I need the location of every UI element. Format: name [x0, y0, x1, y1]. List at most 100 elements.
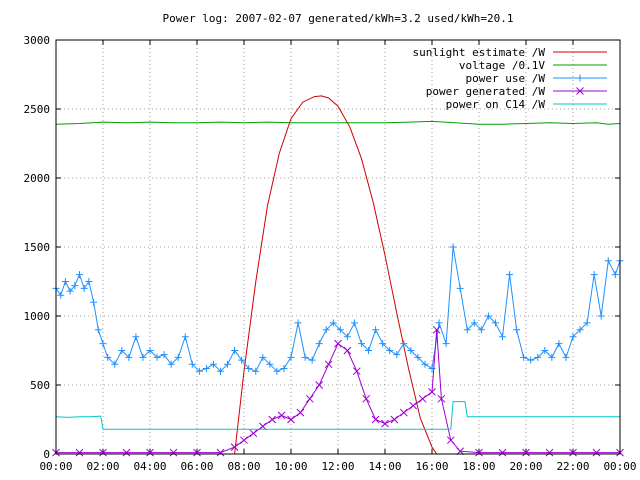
- data-point: [463, 326, 471, 334]
- data-point: [99, 448, 107, 457]
- data-point: [259, 353, 267, 361]
- data-point: [456, 284, 464, 292]
- data-point: [160, 351, 168, 359]
- data-point: [393, 351, 401, 359]
- x-tick-label: 20:00: [509, 460, 542, 473]
- data-point: [491, 319, 499, 327]
- data-point: [224, 360, 232, 368]
- data-point: [240, 436, 248, 445]
- data-point: [193, 448, 201, 457]
- x-tick-label: 08:00: [227, 460, 260, 473]
- x-tick-label: 10:00: [274, 460, 307, 473]
- data-point: [209, 360, 217, 368]
- data-point: [381, 419, 389, 428]
- legend-item: sunlight estimate /W: [413, 46, 607, 59]
- data-point: [386, 347, 394, 354]
- data-point: [484, 312, 492, 320]
- data-point: [350, 319, 358, 327]
- x-tick-label: 04:00: [133, 460, 166, 473]
- data-point: [75, 448, 84, 457]
- x-tick-label: 16:00: [415, 460, 448, 473]
- data-point: [428, 364, 436, 372]
- x-tick-label: 18:00: [462, 460, 495, 473]
- data-point: [188, 360, 196, 368]
- data-point: [336, 326, 344, 334]
- data-point: [94, 326, 102, 334]
- data-point: [343, 333, 351, 341]
- legend-label: power use /W: [466, 72, 546, 85]
- data-point: [435, 319, 443, 327]
- data-point: [334, 339, 342, 348]
- data-point: [308, 356, 316, 364]
- data-point: [407, 347, 415, 354]
- x-tick-label: 00:00: [39, 460, 72, 473]
- series-2: [55, 120, 621, 125]
- data-point: [399, 408, 408, 417]
- data-point: [475, 448, 483, 457]
- data-point: [146, 347, 154, 354]
- data-point: [122, 448, 131, 457]
- y-axis-ticks: 0 500 1000 1500 2000 2500 3000: [24, 34, 620, 461]
- data-point: [499, 333, 506, 341]
- data-point: [57, 291, 65, 299]
- data-point: [104, 353, 112, 361]
- legend-item: power generated /W: [426, 85, 607, 98]
- data-point: [301, 353, 309, 361]
- data-point: [555, 340, 563, 348]
- legend-item: voltage /0.1V: [459, 59, 607, 72]
- data-point: [513, 326, 521, 334]
- y-tick-label: 1000: [24, 310, 51, 323]
- data-point: [365, 347, 373, 354]
- data-point: [111, 360, 119, 368]
- data-point: [277, 411, 286, 420]
- series-4: [52, 325, 624, 457]
- data-point: [181, 333, 189, 341]
- data-point: [322, 326, 330, 334]
- data-point: [522, 448, 530, 457]
- data-point: [230, 443, 239, 451]
- data-point: [266, 360, 274, 368]
- legend-marker: [576, 74, 584, 82]
- data-point: [252, 367, 260, 375]
- data-point: [245, 364, 253, 372]
- data-point: [118, 347, 126, 354]
- data-point: [305, 394, 314, 403]
- x-axis-ticks: 00:00 02:00 04:00 06:00 08:00 10:00 12:00 14:00…: [39, 40, 637, 473]
- data-point: [442, 340, 450, 348]
- data-point: [576, 326, 584, 334]
- data-point: [71, 282, 79, 290]
- data-point: [217, 367, 224, 375]
- data-point: [569, 333, 577, 341]
- data-point: [590, 271, 598, 279]
- data-point: [583, 319, 591, 327]
- legend-label: voltage /0.1V: [459, 59, 545, 72]
- data-point: [449, 243, 457, 251]
- chart-title: Power log: 2007-02-07 generated/kWh=3.2 …: [163, 12, 514, 25]
- y-tick-label: 2000: [24, 172, 51, 185]
- data-point: [548, 353, 556, 361]
- data-point: [280, 364, 288, 372]
- data-point: [520, 353, 528, 361]
- series-1: [234, 95, 438, 455]
- data-point: [202, 364, 210, 372]
- y-tick-label: 500: [30, 379, 50, 392]
- data-point: [294, 319, 302, 327]
- x-tick-label: 00:00: [603, 460, 636, 473]
- data-point: [273, 367, 281, 375]
- data-point: [99, 340, 107, 348]
- data-point: [216, 448, 225, 457]
- data-point: [358, 340, 365, 348]
- data-point: [418, 394, 427, 403]
- y-tick-label: 0: [43, 448, 50, 461]
- data-point: [231, 347, 239, 354]
- data-point: [238, 356, 246, 364]
- data-point: [498, 448, 507, 457]
- data-point: [139, 353, 147, 361]
- data-point: [76, 271, 83, 279]
- series-line: [55, 401, 620, 430]
- data-point: [414, 353, 422, 361]
- data-point: [90, 298, 98, 306]
- x-tick-label: 22:00: [556, 460, 589, 473]
